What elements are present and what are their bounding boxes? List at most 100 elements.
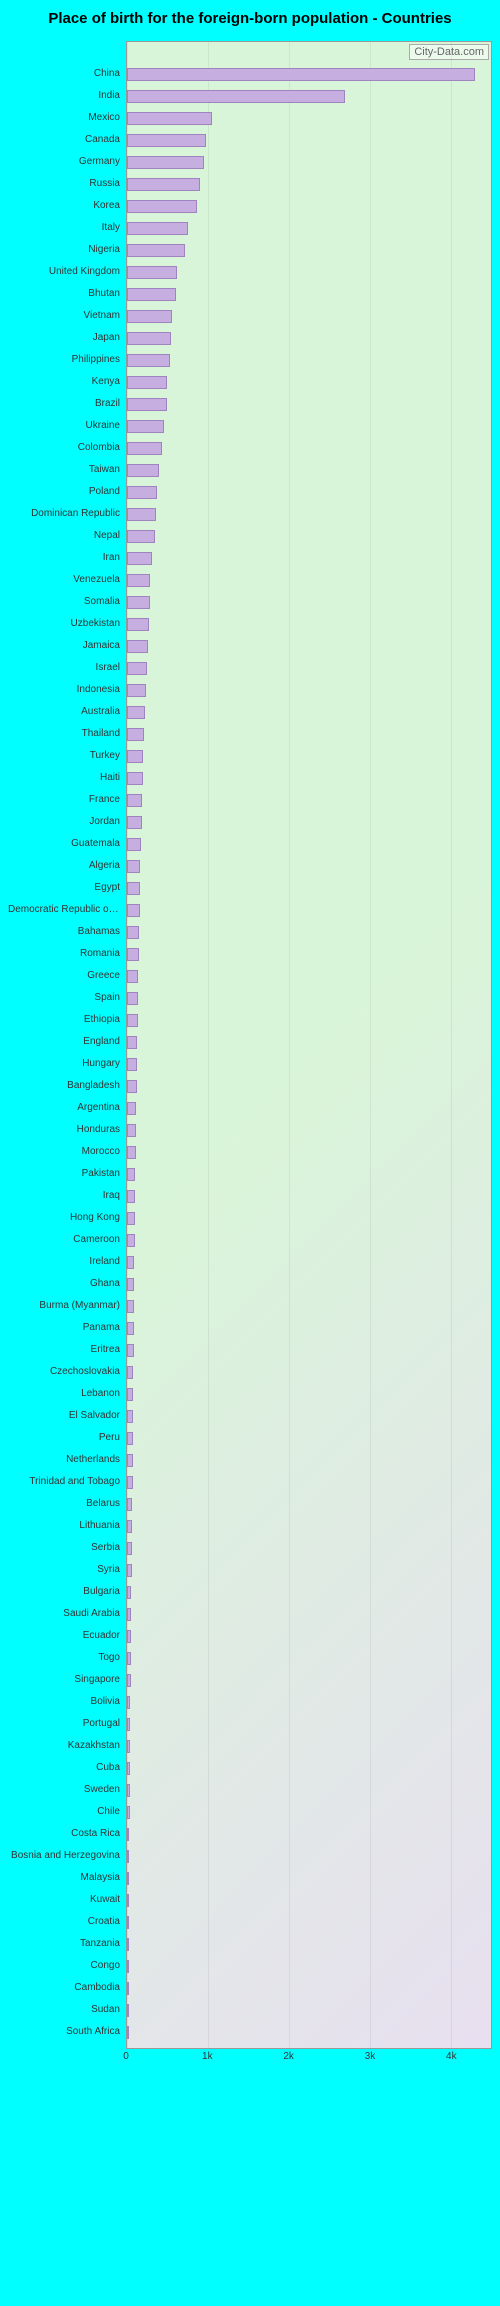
country-label: Sweden	[8, 1779, 126, 1801]
country-label: Malaysia	[8, 1867, 126, 1889]
x-tick-label: 4k	[446, 2051, 457, 2062]
country-label: Pakistan	[8, 1163, 126, 1185]
bar	[127, 508, 156, 521]
bar	[127, 926, 139, 939]
bar	[127, 1212, 135, 1225]
bar	[127, 68, 475, 81]
country-label: Czechoslovakia	[8, 1361, 126, 1383]
country-label: Vietnam	[8, 305, 126, 327]
country-label: Jordan	[8, 811, 126, 833]
bar	[127, 1080, 137, 1093]
bar	[127, 1300, 134, 1313]
country-label: Cuba	[8, 1757, 126, 1779]
country-label: Dominican Republic	[8, 503, 126, 525]
country-label: Philippines	[8, 349, 126, 371]
bar	[127, 156, 204, 169]
country-label: Democratic Republic of ...	[8, 899, 126, 921]
bar	[127, 618, 149, 631]
country-label: Costa Rica	[8, 1823, 126, 1845]
bar	[127, 266, 177, 279]
country-label: Brazil	[8, 393, 126, 415]
bar	[127, 1366, 133, 1379]
country-label: Croatia	[8, 1911, 126, 1933]
country-label: Cameroon	[8, 1229, 126, 1251]
bar	[127, 1322, 134, 1335]
country-label: Korea	[8, 195, 126, 217]
country-label: Panama	[8, 1317, 126, 1339]
country-label: Indonesia	[8, 679, 126, 701]
bar	[127, 1850, 129, 1863]
country-label: Bulgaria	[8, 1581, 126, 1603]
x-axis: 0 1k 2k 3k 4k	[8, 2051, 492, 2067]
country-label: Romania	[8, 943, 126, 965]
bar	[127, 1630, 131, 1643]
x-tick-label: 2k	[283, 2051, 294, 2062]
country-label: Syria	[8, 1559, 126, 1581]
bar	[127, 112, 212, 125]
country-label: Sudan	[8, 1999, 126, 2021]
bar	[127, 1872, 129, 1885]
country-label: Venezuela	[8, 569, 126, 591]
bar	[127, 1960, 129, 1973]
country-label: India	[8, 85, 126, 107]
bar	[127, 134, 206, 147]
x-axis-spacer	[8, 2051, 126, 2067]
bar	[127, 728, 144, 741]
bar	[127, 1190, 135, 1203]
country-label: Turkey	[8, 745, 126, 767]
bar	[127, 772, 143, 785]
plot-row: ChinaIndiaMexicoCanadaGermanyRussiaKorea…	[8, 41, 492, 2049]
bar	[127, 332, 171, 345]
bar	[127, 904, 140, 917]
bar	[127, 1894, 129, 1907]
country-label: Iraq	[8, 1185, 126, 1207]
x-tick-label: 0	[123, 2051, 129, 2062]
chart-container: Place of birth for the foreign-born popu…	[0, 0, 500, 2087]
country-label: Bolivia	[8, 1691, 126, 1713]
y-axis-labels: ChinaIndiaMexicoCanadaGermanyRussiaKorea…	[8, 41, 126, 2049]
bar	[127, 244, 185, 257]
bar	[127, 200, 197, 213]
x-tick-label: 3k	[365, 2051, 376, 2062]
bar	[127, 1696, 130, 1709]
country-label: England	[8, 1031, 126, 1053]
country-label: Morocco	[8, 1141, 126, 1163]
country-label: Togo	[8, 1647, 126, 1669]
bar	[127, 948, 139, 961]
bar	[127, 1344, 134, 1357]
bar	[127, 882, 140, 895]
country-label: Poland	[8, 481, 126, 503]
country-label: Singapore	[8, 1669, 126, 1691]
bar	[127, 1234, 135, 1247]
bar	[127, 1036, 137, 1049]
country-label: Hong Kong	[8, 1207, 126, 1229]
bar	[127, 1146, 136, 1159]
bar	[127, 354, 170, 367]
country-label: Guatemala	[8, 833, 126, 855]
bar	[127, 684, 146, 697]
bar	[127, 574, 150, 587]
bar	[127, 1102, 136, 1115]
country-label: Germany	[8, 151, 126, 173]
bar	[127, 1762, 130, 1775]
country-label: Thailand	[8, 723, 126, 745]
country-label: Egypt	[8, 877, 126, 899]
bar	[127, 1828, 129, 1841]
country-label: Nepal	[8, 525, 126, 547]
country-label: Taiwan	[8, 459, 126, 481]
country-label: Bahamas	[8, 921, 126, 943]
bar	[127, 1520, 132, 1533]
country-label: Saudi Arabia	[8, 1603, 126, 1625]
country-label: Japan	[8, 327, 126, 349]
bar	[127, 1432, 133, 1445]
bar	[127, 420, 164, 433]
country-label: Honduras	[8, 1119, 126, 1141]
country-label: Russia	[8, 173, 126, 195]
x-tick-label: 1k	[202, 2051, 213, 2062]
bar	[127, 1014, 138, 1027]
country-label: Trinidad and Tobago	[8, 1471, 126, 1493]
country-label: Spain	[8, 987, 126, 1009]
bar	[127, 530, 155, 543]
chart-title: Place of birth for the foreign-born popu…	[8, 10, 492, 29]
country-label: Australia	[8, 701, 126, 723]
